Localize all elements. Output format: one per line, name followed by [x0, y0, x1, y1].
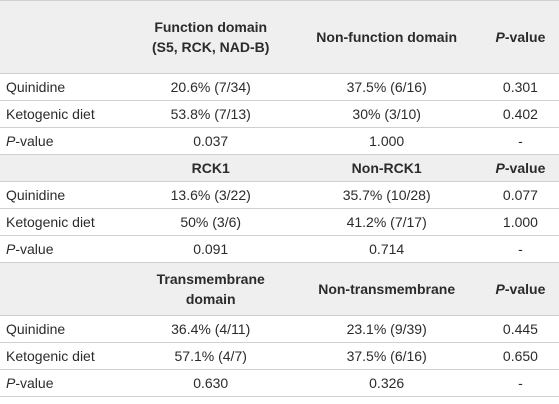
- table-cell: 0.077: [481, 181, 559, 209]
- data-row: Ketogenic diet 53.8% (7/13) 30% (3/10) 0.40…: [0, 100, 559, 128]
- table-cell: 0.650: [481, 342, 559, 370]
- data-row: P-value 0.630 0.326-: [0, 369, 559, 397]
- table-cell: 1.000: [291, 127, 482, 155]
- table-cell: 0.445: [481, 315, 559, 343]
- table-cell: -: [481, 127, 559, 155]
- table-cell: Non-function domain: [291, 0, 482, 74]
- table-cell: 0.630: [130, 369, 292, 397]
- table-cell: 0.326: [291, 369, 482, 397]
- table-cell: -: [481, 369, 559, 397]
- table-cell: 37.5% (6/16): [291, 342, 482, 370]
- table-cell: Quinidine: [0, 315, 130, 343]
- data-row: Quinidine 20.6% (7/34) 37.5% (6/16) 0.301: [0, 73, 559, 101]
- table-cell: 35.7% (10/28): [291, 181, 482, 209]
- table-cell: P-value: [481, 0, 559, 74]
- table-cell: 0.037: [130, 127, 292, 155]
- empty-cell: [0, 262, 130, 316]
- table-cell: 1.000: [481, 208, 559, 236]
- header-row: RCK1 Non-RCK1 P-value: [0, 154, 559, 182]
- table-cell: Transmembrane domain: [130, 262, 292, 316]
- table-cell: 50% (3/6): [130, 208, 292, 236]
- table-cell: 20.6% (7/34): [130, 73, 292, 101]
- table-cell: RCK1: [130, 154, 292, 182]
- table-cell: P-value: [0, 369, 130, 397]
- table-cell: P-value: [481, 262, 559, 316]
- data-row: P-value 0.091 0.714-: [0, 235, 559, 263]
- table-cell: 0.714: [291, 235, 482, 263]
- data-row: Ketogenic diet 57.1% (4/7) 37.5% (6/16) 0.6…: [0, 342, 559, 370]
- table-cell: 36.4% (4/11): [130, 315, 292, 343]
- table-cell: 37.5% (6/16): [291, 73, 482, 101]
- table-cell: 57.1% (4/7): [130, 342, 292, 370]
- table-cell: 0.091: [130, 235, 292, 263]
- table-cell: P-value: [0, 127, 130, 155]
- table-cell: 41.2% (7/17): [291, 208, 482, 236]
- table-cell: Non-RCK1: [291, 154, 482, 182]
- table-cell: Ketogenic diet: [0, 100, 130, 128]
- empty-cell: [0, 154, 130, 182]
- table-cell: Non-transmembrane: [291, 262, 482, 316]
- table-cell: P-value: [0, 235, 130, 263]
- data-row: P-value 0.037 1.000-: [0, 127, 559, 155]
- table-cell: Function domain (S5, RCK, NAD-B): [130, 0, 292, 74]
- table-cell: 0.402: [481, 100, 559, 128]
- table-cell: 53.8% (7/13): [130, 100, 292, 128]
- table-cell: Quinidine: [0, 73, 130, 101]
- table-cell: 13.6% (3/22): [130, 181, 292, 209]
- data-row: Ketogenic diet 50% (3/6) 41.2% (7/17) 1.000: [0, 208, 559, 236]
- table-cell: 0.301: [481, 73, 559, 101]
- table-cell: Ketogenic diet: [0, 342, 130, 370]
- table-cell: P-value: [481, 154, 559, 182]
- header-row: Transmembrane domain Non-transmembrane P-v…: [0, 262, 559, 316]
- table-cell: 30% (3/10): [291, 100, 482, 128]
- table-cell: 23.1% (9/39): [291, 315, 482, 343]
- table-cell: -: [481, 235, 559, 263]
- data-row: Quinidine 13.6% (3/22) 35.7% (10/28) 0.077: [0, 181, 559, 209]
- data-row: Quinidine 36.4% (4/11) 23.1% (9/39) 0.445: [0, 315, 559, 343]
- table-cell: Ketogenic diet: [0, 208, 130, 236]
- table-cell: Quinidine: [0, 181, 130, 209]
- header-row: Function domain (S5, RCK, NAD-B) Non-func…: [0, 0, 559, 74]
- empty-cell: [0, 0, 130, 74]
